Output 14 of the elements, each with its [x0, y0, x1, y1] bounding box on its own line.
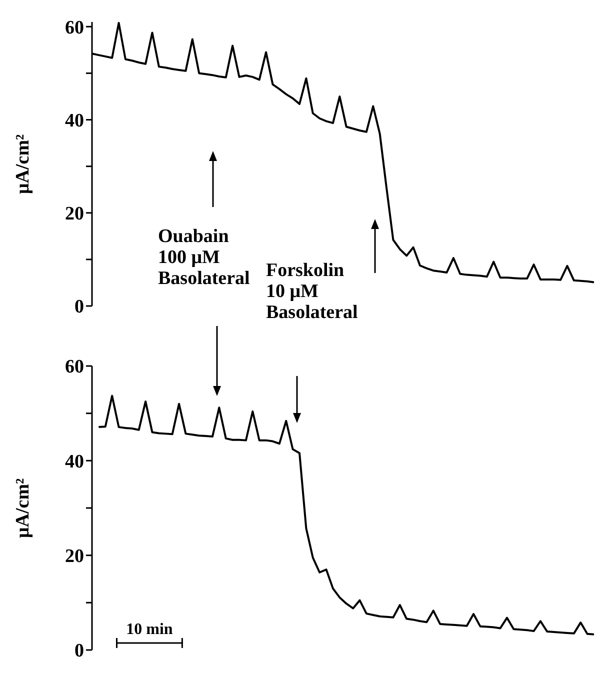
- annotation: Forskolin 10 μM Basolateral: [266, 260, 358, 323]
- y-tick-label: 0: [74, 640, 84, 662]
- line-series: [98, 394, 594, 636]
- y-tick-label: 20: [65, 546, 84, 568]
- annotation: 10 min: [125, 621, 174, 638]
- y-axis-title: μA/cm²: [12, 134, 34, 194]
- y-tick-label: 0: [74, 296, 84, 318]
- annotation: Ouabain 100 μM Basolateral: [158, 226, 250, 289]
- y-axis-title: μA/cm²: [12, 478, 34, 538]
- y-tick-label: 40: [65, 451, 84, 472]
- y-tick-label: 40: [65, 110, 84, 132]
- y-tick-label: 20: [65, 204, 84, 225]
- y-tick-label: 60: [65, 17, 84, 38]
- y-tick-label: 60: [65, 356, 84, 378]
